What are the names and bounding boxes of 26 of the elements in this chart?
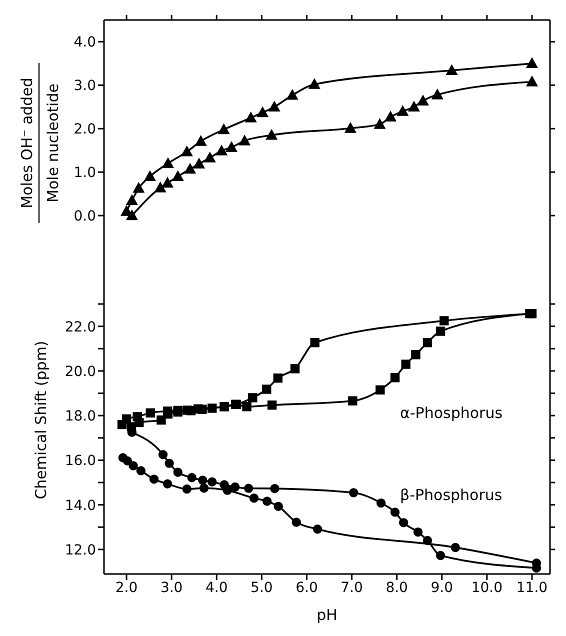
y-tick-label: 0.0 <box>74 208 96 225</box>
y-tick-label: 22.0 <box>64 319 96 336</box>
y-axis-title: Chemical Shift (ppm) <box>32 340 50 500</box>
y-axis-title: Moles OH⁻ added Mole nucleotide <box>18 78 62 208</box>
y-tick-label: 18.0 <box>64 408 96 425</box>
x-tick-label: 11.0 <box>516 580 548 596</box>
annotation: β-Phosphorus <box>400 486 502 504</box>
y-tick-label: 14.0 <box>64 498 96 514</box>
x-tick-label: 7.0 <box>340 580 363 596</box>
x-tick-label: 8.0 <box>386 580 408 596</box>
x-tick-label: 5.0 <box>250 580 273 596</box>
x-tick-label: 10.0 <box>471 580 503 596</box>
y-tick-label: 16.0 <box>64 453 96 470</box>
y-tick-label: 12.0 <box>64 542 96 558</box>
x-tick-label: 2.0 <box>115 580 138 596</box>
x-axis-title: pH <box>316 606 338 624</box>
x-tick-label: 9.0 <box>430 580 454 596</box>
x-tick-label: 3.0 <box>160 580 183 596</box>
y-tick-label: 3.0 <box>74 78 96 94</box>
annotation: α-Phosphorus <box>400 404 503 422</box>
y-tick-label: 1.0 <box>74 165 96 182</box>
x-tick-label: 6.0 <box>296 580 318 596</box>
y-tick-label: 4.0 <box>74 34 96 51</box>
x-tick-label: 4.0 <box>205 580 228 596</box>
y-tick-label: 2.0 <box>74 122 96 138</box>
y-tick-label: 20.0 <box>64 364 96 380</box>
